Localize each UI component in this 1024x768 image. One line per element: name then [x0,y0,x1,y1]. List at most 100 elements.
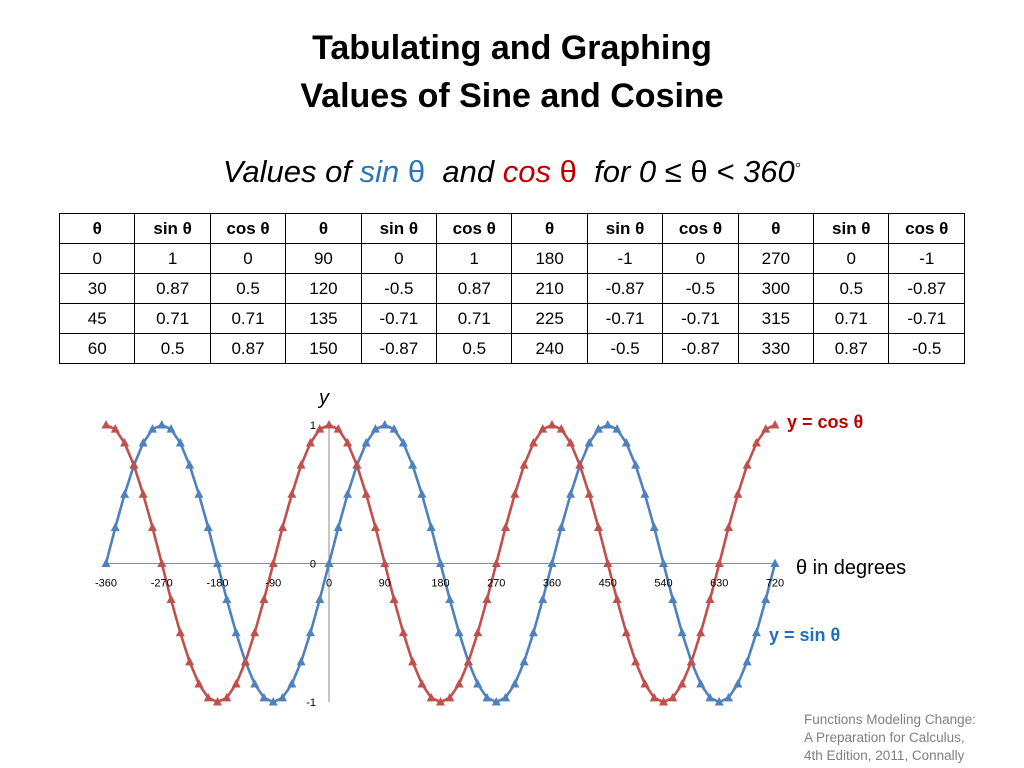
table-row: 0 1 0 90 0 1 180 -1 0 270 0 -1 [58,243,965,274]
data-point-marker [501,522,511,531]
data-point-marker [426,692,436,702]
data-point-marker [398,627,408,637]
data-point-marker [696,678,706,688]
table-row: 30 0.87 0.5 120 -0.5 0.87 210 -0.87 -0.5 300 0.5 -0… [58,273,965,304]
source-credit: Functions Modeling Change: A Preparation… [804,711,1019,765]
data-point-marker [491,558,501,567]
sine-cosine-chart: -360 -270 -180 -90 0 90 180 270 360 450 540 630 720 -… [95,387,906,709]
data-point-marker [501,692,511,702]
data-point-marker [761,424,771,433]
data-point-marker [528,627,538,637]
data-point-marker [584,489,594,498]
data-point-marker [733,678,743,688]
table-cell: -0.71 [360,303,438,334]
data-point-marker [315,594,325,604]
data-point-marker [436,697,445,706]
data-point-marker [101,420,111,429]
table-cell: -0.87 [888,273,965,304]
data-point-marker [473,678,483,688]
data-point-marker [278,692,288,702]
data-point-marker [370,424,380,433]
data-point-marker [445,692,455,702]
data-point-marker [463,656,473,666]
data-point-marker [677,627,687,637]
data-point-marker [612,424,622,433]
table-cell: -0.87 [586,273,664,304]
table-cell: 0.87 [436,273,513,304]
table-cell: 0 [813,243,890,274]
data-point-marker [287,678,297,688]
data-point-marker [194,678,204,688]
data-point-marker [333,424,343,433]
table-cell: -0.71 [586,303,664,334]
data-point-marker [714,558,724,567]
data-point-marker [213,558,222,567]
table-cell: 0 [662,243,739,274]
x-axis-label: θ in degrees [796,557,906,579]
series-sin [101,420,780,706]
data-point-marker [510,489,520,498]
table-header-cell: cos θ [436,213,513,244]
data-point-marker [213,697,222,706]
table-body: 0 1 0 90 0 1 180 -1 0 270 0 -1 30 0.87 0.5 120 -0.5 0.87 2… [58,243,965,364]
data-point-marker [538,594,548,604]
data-point-marker [240,656,250,666]
x-tick-label: 180 [431,578,449,590]
table-header-cell: θ [285,213,362,244]
data-point-marker [426,522,436,531]
y-axis-label: y [317,387,330,409]
table-cell: -0.87 [360,333,438,364]
data-point-marker [770,420,780,429]
table-row: 45 0.71 0.71 135 -0.71 0.71 225 -0.71 -0.71 315 0.… [58,303,965,334]
data-point-marker [659,558,668,567]
data-point-marker [175,438,185,447]
data-point-marker [640,489,650,498]
data-point-marker [343,438,353,447]
caption-cos-theta: θ [559,154,577,189]
data-point-marker [482,692,492,702]
data-point-marker [473,627,483,637]
data-point-marker [668,594,678,604]
data-point-marker [742,460,752,469]
table-cell: 1 [134,243,211,274]
data-point-marker [770,558,780,567]
data-point-marker [733,489,743,498]
data-point-marker [185,460,195,469]
data-point-marker [361,438,371,447]
table-cell: 0 [58,243,136,274]
table-cell: 300 [737,273,815,304]
data-point-marker [631,460,641,469]
data-point-marker [259,594,269,604]
title-line-2: Values of Sine and Cosine [300,77,724,115]
table-cell: -0.5 [662,273,739,304]
x-tick-label: -90 [265,578,281,590]
data-point-marker [454,627,464,637]
data-point-marker [101,558,111,567]
data-point-marker [482,594,492,604]
data-point-marker [287,489,297,498]
credit-line-2: A Preparation for Calculus, [804,730,965,745]
data-point-marker [398,438,408,447]
data-point-marker [547,420,557,429]
data-point-marker [556,424,566,433]
data-point-marker [519,460,529,469]
data-point-marker [166,424,176,433]
data-point-marker [742,656,752,666]
table-header-cell: cos θ [209,213,287,244]
caption-degree-mark: ◦ [794,154,802,175]
data-point-marker [389,424,399,433]
data-point-marker [203,522,213,531]
data-point-marker [677,678,687,688]
x-tick-label: 540 [654,578,672,590]
table-cell: 0.5 [813,273,890,304]
data-point-marker [352,460,362,469]
table-cell: 225 [511,303,588,334]
data-point-marker [696,627,706,637]
table-cell: -0.87 [662,333,739,364]
x-tick-label: -270 [151,578,173,590]
table-cell: 0 [209,243,287,274]
data-point-marker [305,627,315,637]
table-cell: 90 [285,243,362,274]
